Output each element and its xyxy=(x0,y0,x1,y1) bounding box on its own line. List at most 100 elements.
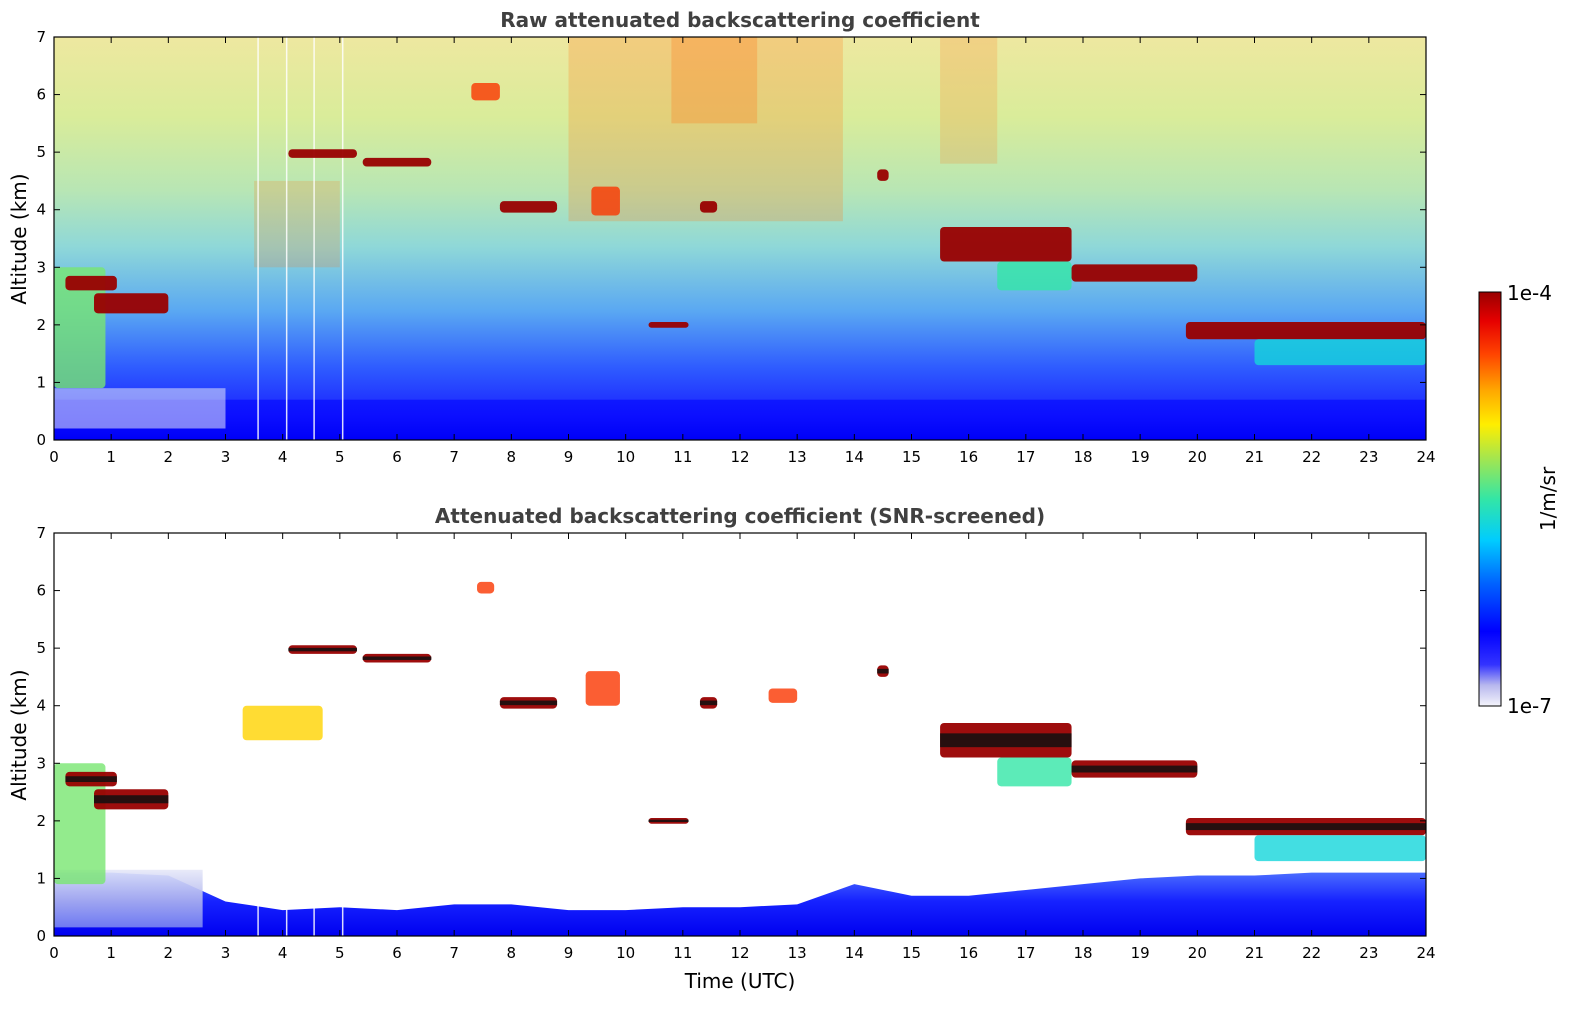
cloud-feature xyxy=(471,83,500,101)
cloud-feature xyxy=(940,226,1072,262)
colorbar-min-label: 1e-7 xyxy=(1507,694,1552,718)
x-tick-label: 20 xyxy=(1188,944,1207,962)
x-tick-label: 13 xyxy=(788,944,807,962)
x-tick-label: 22 xyxy=(1302,448,1321,466)
x-tick-label: 9 xyxy=(564,448,574,466)
cloud-feature xyxy=(65,275,117,291)
cloud-feature xyxy=(477,581,495,594)
x-tick-label: 12 xyxy=(730,448,749,466)
cloud-feature xyxy=(877,169,889,181)
cloud-feature xyxy=(997,757,1072,787)
y-tick-label: 5 xyxy=(36,639,46,657)
screened-panel-title: Attenuated backscattering coefficient (S… xyxy=(435,504,1045,528)
y-tick-label: 7 xyxy=(36,28,46,46)
x-tick-label: 24 xyxy=(1416,944,1435,962)
raw-features xyxy=(54,83,1426,389)
screened-x-axis: 0 1 2 3 4 5 6 7 8 9 10 11 12 13 14 15 16 17 18 19 20 21 22 23 24 xyxy=(49,533,1436,962)
x-tick-label: 2 xyxy=(164,448,174,466)
aerosol-haze-patch xyxy=(254,180,340,268)
cloud-feature xyxy=(1071,264,1198,282)
x-tick-label: 24 xyxy=(1416,448,1435,466)
surface-overlap-layer xyxy=(54,388,226,429)
cloud-feature xyxy=(288,149,357,158)
cloud-feature xyxy=(54,763,106,885)
cloud-feature xyxy=(699,201,718,213)
x-tick-label: 13 xyxy=(788,448,807,466)
x-tick-label: 19 xyxy=(1131,944,1150,962)
x-tick-label: 16 xyxy=(959,448,978,466)
x-tick-label: 2 xyxy=(164,944,174,962)
y-tick-label: 4 xyxy=(36,697,46,715)
y-tick-label: 0 xyxy=(36,927,46,945)
y-tick-label: 6 xyxy=(36,582,46,600)
cloud-feature-core xyxy=(288,647,357,652)
x-tick-label: 18 xyxy=(1073,448,1092,466)
y-tick-label: 3 xyxy=(36,258,46,276)
x-tick-label: 15 xyxy=(902,448,921,466)
y-tick-label: 0 xyxy=(36,431,46,449)
raw-y-axis: 0 1 2 3 4 5 6 7 xyxy=(36,28,1426,449)
y-tick-label: 1 xyxy=(36,373,46,391)
cloud-feature-core xyxy=(1071,765,1198,773)
screened-features xyxy=(54,581,1426,885)
cloud-feature xyxy=(1254,339,1426,366)
x-tick-label: 8 xyxy=(507,944,517,962)
cloud-feature-core xyxy=(877,668,889,674)
x-tick-label: 14 xyxy=(845,448,864,466)
y-tick-label: 6 xyxy=(36,86,46,104)
x-tick-label: 5 xyxy=(335,448,345,466)
x-tick-label: 23 xyxy=(1359,448,1378,466)
cloud-feature-core xyxy=(648,819,689,823)
screened-y-axis: 0 1 2 3 4 5 6 7 xyxy=(36,524,1426,945)
x-tick-label: 0 xyxy=(49,944,59,962)
cloud-feature xyxy=(768,688,798,703)
x-tick-label: 12 xyxy=(730,944,749,962)
raw-background-field xyxy=(54,37,1426,440)
x-tick-label: 10 xyxy=(616,448,635,466)
aerosol-haze-patch xyxy=(940,37,998,164)
screened-panel: Attenuated backscattering coefficient (S… xyxy=(7,504,1436,993)
x-tick-label: 8 xyxy=(507,448,517,466)
y-tick-label: 2 xyxy=(36,812,46,830)
x-tick-label: 3 xyxy=(221,944,231,962)
raw-data-gaps xyxy=(257,37,344,440)
y-tick-label: 3 xyxy=(36,754,46,772)
cloud-feature xyxy=(1185,321,1426,340)
cloud-feature xyxy=(499,201,558,213)
x-tick-label: 21 xyxy=(1245,944,1264,962)
x-tick-label: 20 xyxy=(1188,448,1207,466)
colorbar-unit-label: 1/m/sr xyxy=(1536,466,1560,531)
cloud-feature xyxy=(997,261,1072,291)
cloud-feature-core xyxy=(699,700,718,706)
x-tick-label: 11 xyxy=(673,944,692,962)
x-tick-label: 16 xyxy=(959,944,978,962)
x-tick-label: 4 xyxy=(278,944,288,962)
x-tick-label: 4 xyxy=(278,448,288,466)
x-tick-label: 23 xyxy=(1359,944,1378,962)
aerosol-haze-patch xyxy=(671,37,758,124)
cloud-feature-core xyxy=(499,700,558,706)
y-tick-label: 5 xyxy=(36,143,46,161)
cloud-feature xyxy=(94,293,169,314)
x-tick-label: 5 xyxy=(335,944,345,962)
x-tick-label: 21 xyxy=(1245,448,1264,466)
raw-y-axis-label: Altitude (km) xyxy=(7,173,31,304)
y-tick-label: 4 xyxy=(36,201,46,219)
x-tick-label: 3 xyxy=(221,448,231,466)
x-tick-label: 18 xyxy=(1073,944,1092,962)
y-tick-label: 1 xyxy=(36,869,46,887)
y-tick-label: 2 xyxy=(36,316,46,334)
cloud-feature-core xyxy=(940,733,1072,748)
raw-plot-area xyxy=(54,37,1426,440)
screened-y-axis-label: Altitude (km) xyxy=(7,669,31,800)
x-tick-label: 1 xyxy=(106,448,116,466)
cloud-feature-core xyxy=(94,795,169,804)
cloud-feature xyxy=(591,186,620,216)
cloud-feature-core xyxy=(362,656,432,660)
cloud-feature xyxy=(242,705,323,741)
x-tick-label: 7 xyxy=(449,944,459,962)
x-tick-label: 17 xyxy=(1016,448,1035,466)
boundary-layer-shape xyxy=(54,872,1426,936)
raw-panel: Raw attenuated backscattering coefficien… xyxy=(7,8,1436,466)
